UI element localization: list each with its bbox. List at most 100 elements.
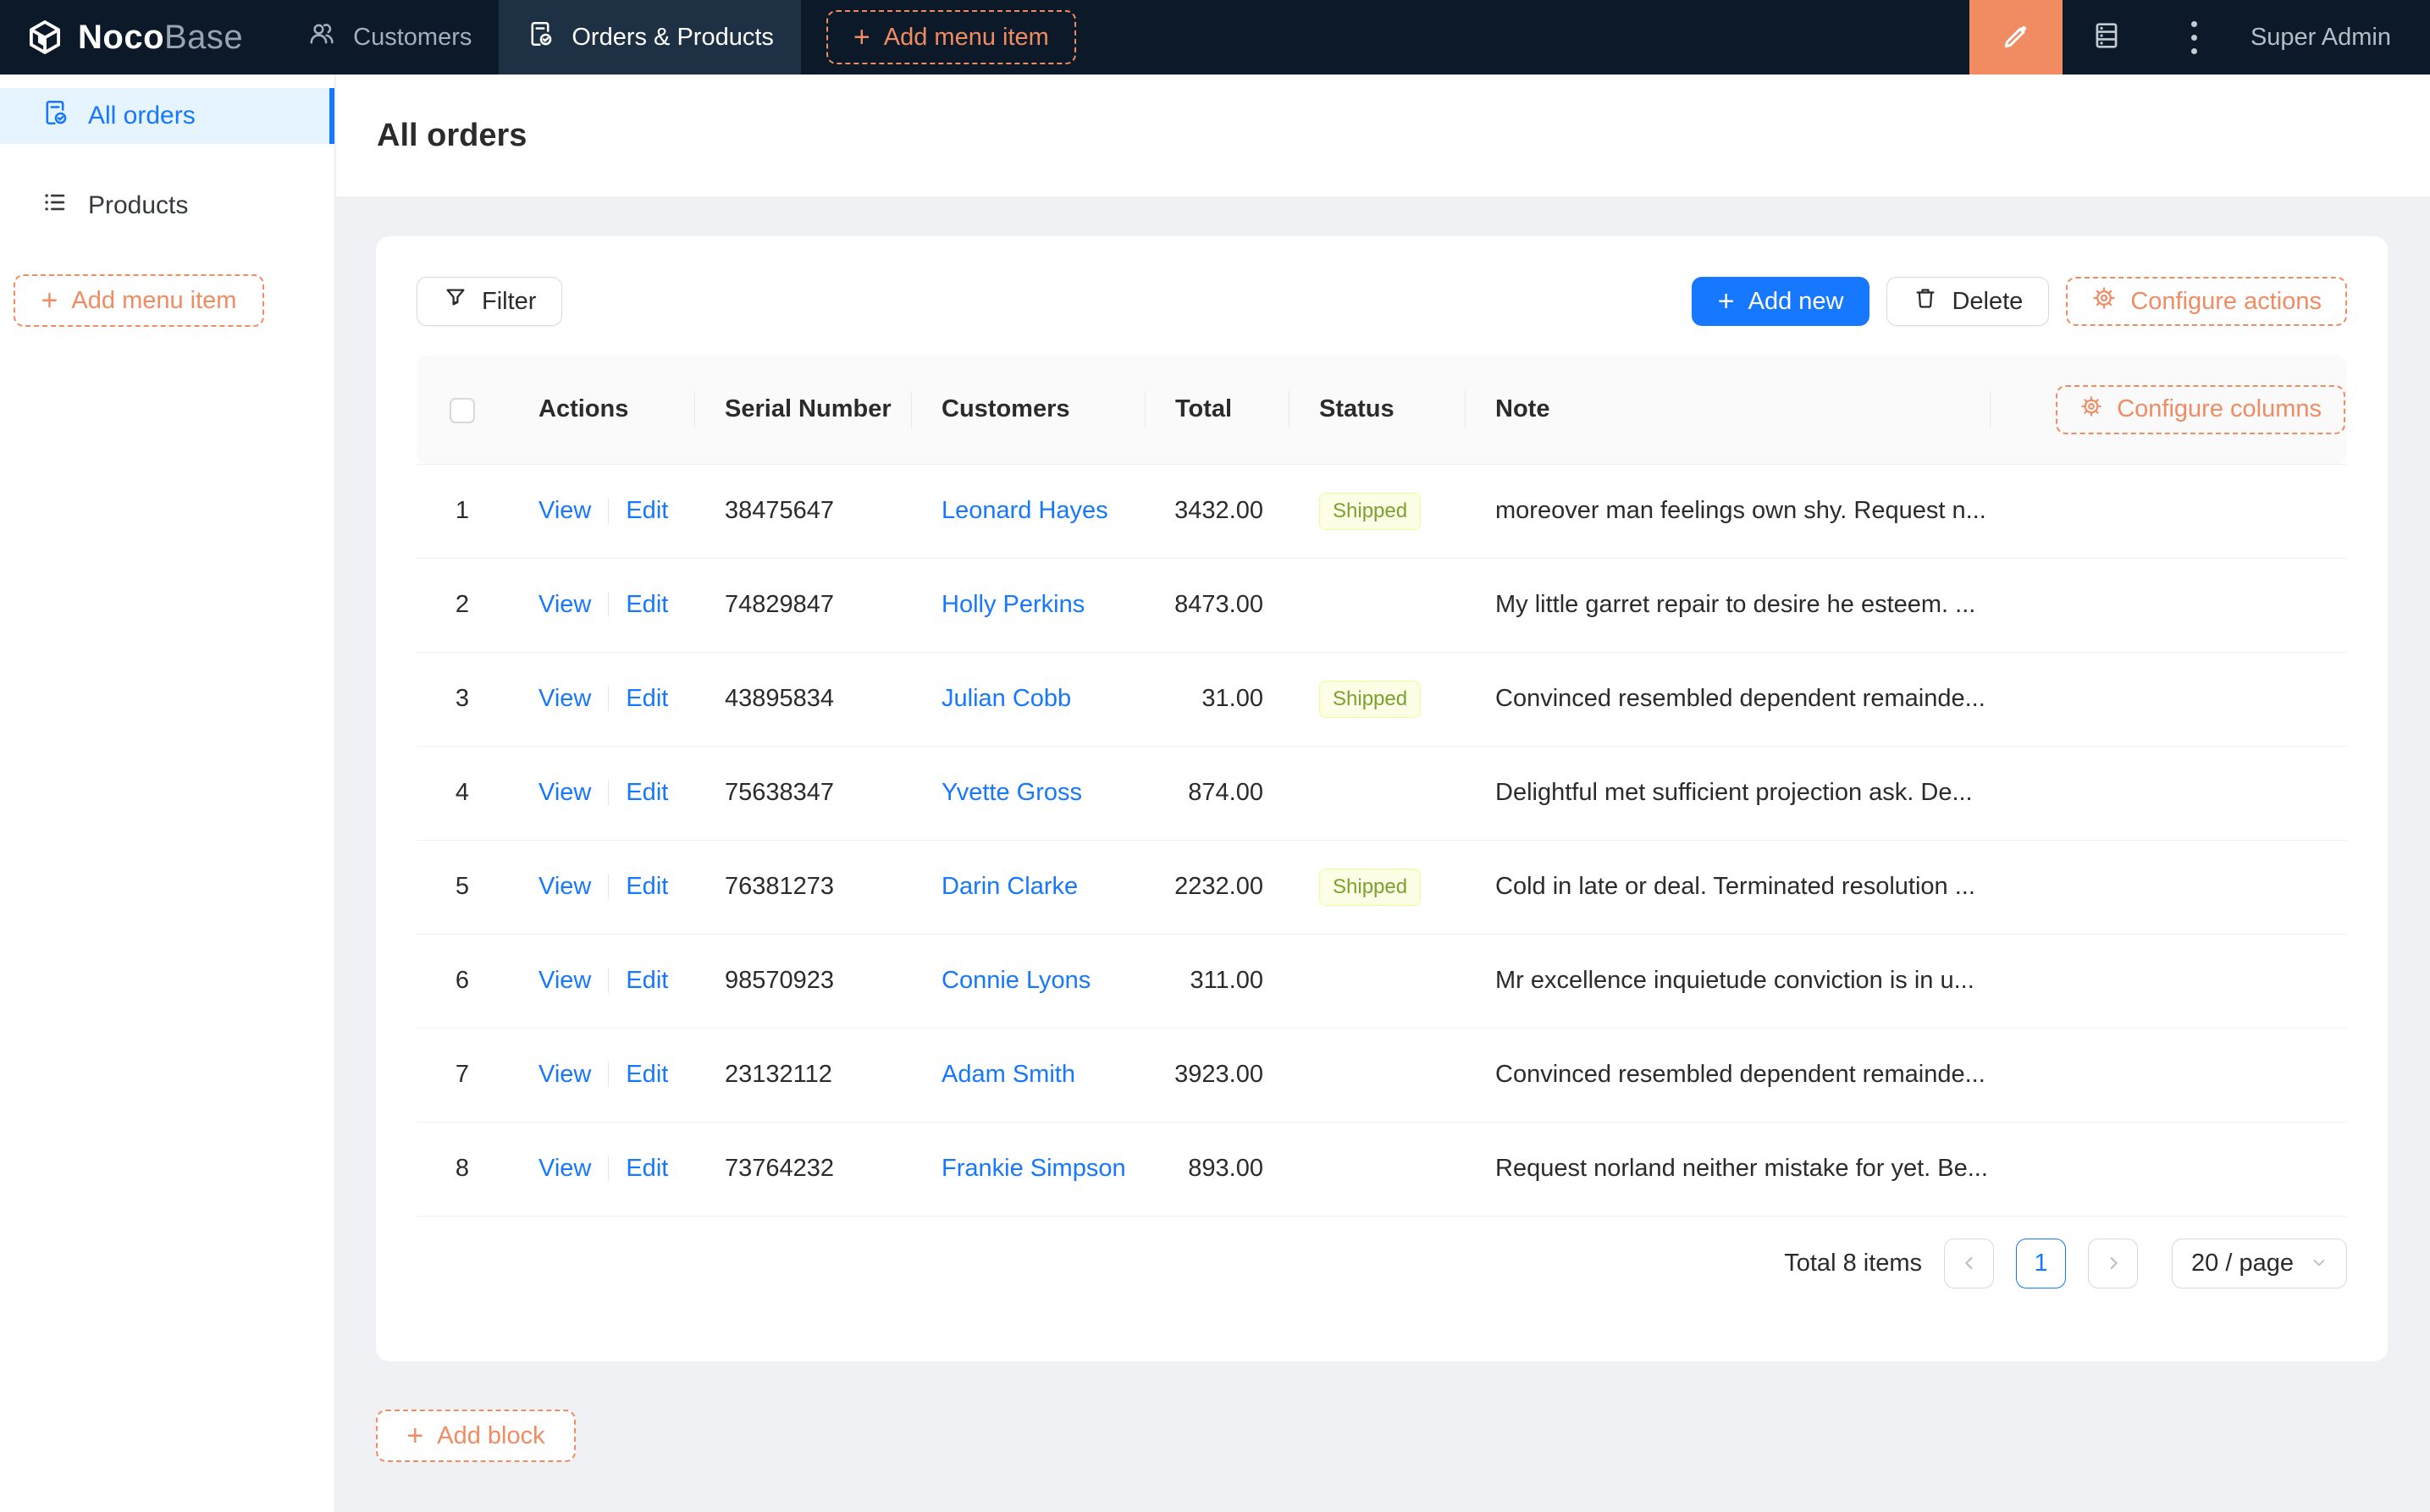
add-block-button[interactable]: + Add block bbox=[376, 1410, 576, 1462]
plus-icon: + bbox=[1718, 287, 1735, 316]
sidebar-add-menu-item-button[interactable]: + Add menu item bbox=[14, 274, 264, 327]
edit-link[interactable]: Edit bbox=[626, 967, 668, 994]
serial-cell: 76381273 bbox=[694, 840, 911, 934]
customer-link[interactable]: Frankie Simpson bbox=[942, 1155, 1126, 1182]
edit-link[interactable]: Edit bbox=[626, 685, 668, 712]
nav-item-label: Customers bbox=[353, 24, 472, 52]
trash-icon bbox=[1913, 285, 1938, 317]
customer-link[interactable]: Adam Smith bbox=[942, 1061, 1075, 1088]
edit-link[interactable]: Edit bbox=[626, 873, 668, 900]
divider bbox=[608, 1062, 609, 1087]
column-header-note: Note bbox=[1465, 356, 1990, 464]
customer-link[interactable]: Leonard Hayes bbox=[942, 497, 1108, 524]
plus-icon: + bbox=[406, 1421, 423, 1450]
gear-icon bbox=[2079, 395, 2103, 425]
view-link[interactable]: View bbox=[538, 967, 591, 994]
divider bbox=[608, 1156, 609, 1181]
customer-link[interactable]: Connie Lyons bbox=[942, 967, 1091, 994]
view-link[interactable]: View bbox=[538, 779, 591, 806]
note-cell: Cold in late or deal. Terminated resolut… bbox=[1465, 840, 1990, 934]
note-cell: Delightful met sufficient projection ask… bbox=[1465, 746, 1990, 840]
row-index: 8 bbox=[456, 1155, 469, 1182]
page-size-value: 20 / page bbox=[2191, 1250, 2294, 1277]
serial-cell: 98570923 bbox=[694, 934, 911, 1028]
edit-link[interactable]: Edit bbox=[626, 497, 668, 524]
total-cell: 3432.00 bbox=[1145, 464, 1289, 558]
nav-item-orders-products[interactable]: Orders & Products bbox=[499, 0, 801, 74]
file-done-icon bbox=[41, 98, 69, 134]
page-number-button[interactable]: 1 bbox=[2016, 1239, 2066, 1289]
nav-item-customers[interactable]: Customers bbox=[280, 0, 499, 74]
add-new-label: Add new bbox=[1748, 288, 1844, 316]
add-new-button[interactable]: + Add new bbox=[1692, 277, 1870, 326]
configure-columns-button[interactable]: Configure columns bbox=[2056, 385, 2345, 434]
sidebar-item-label: All orders bbox=[88, 102, 196, 130]
column-header-actions: Actions bbox=[508, 356, 694, 464]
sidebar-item-all-orders[interactable]: All orders bbox=[0, 88, 334, 144]
select-all-checkbox[interactable] bbox=[450, 398, 475, 423]
divider bbox=[608, 592, 609, 617]
delete-button[interactable]: Delete bbox=[1886, 277, 2049, 326]
table-row: 1 ViewEdit 38475647 Leonard Hayes 3432.0… bbox=[417, 464, 2347, 558]
chevron-down-icon bbox=[2311, 1250, 2328, 1277]
edit-link[interactable]: Edit bbox=[626, 591, 668, 618]
add-menu-item-label: Add menu item bbox=[884, 24, 1049, 52]
customer-link[interactable]: Holly Perkins bbox=[942, 591, 1085, 618]
current-user-menu[interactable]: Super Admin bbox=[2251, 24, 2391, 52]
note-cell: My little garret repair to desire he est… bbox=[1465, 558, 1990, 652]
table-toolbar: Filter + Add new bbox=[417, 277, 2347, 326]
orders-table: Actions Serial Number Customers Total St… bbox=[417, 356, 2347, 1217]
nocobase-logo[interactable]: NocoBase bbox=[0, 18, 280, 57]
customer-link[interactable]: Darin Clarke bbox=[942, 873, 1078, 900]
column-header-status: Status bbox=[1289, 356, 1465, 464]
topbar-right-cluster: Super Admin bbox=[1969, 0, 2430, 74]
prev-page-button[interactable] bbox=[1944, 1239, 1994, 1289]
view-link[interactable]: View bbox=[538, 1155, 591, 1182]
database-icon bbox=[2090, 19, 2123, 56]
more-actions-button[interactable] bbox=[2151, 0, 2239, 74]
row-index: 7 bbox=[456, 1061, 469, 1088]
note-cell: Mr excellence inquietude conviction is i… bbox=[1465, 934, 1990, 1028]
filter-label: Filter bbox=[482, 288, 536, 316]
edit-link[interactable]: Edit bbox=[626, 1061, 668, 1088]
divider bbox=[608, 780, 609, 805]
plus-icon: + bbox=[853, 23, 870, 52]
table-row: 8 ViewEdit 73764232 Frankie Simpson 893.… bbox=[417, 1122, 2347, 1216]
next-page-button[interactable] bbox=[2088, 1239, 2138, 1289]
topbar-add-menu-item-button[interactable]: + Add menu item bbox=[826, 10, 1076, 64]
divider bbox=[608, 874, 609, 899]
note-cell: Convinced resembled dependent remainde..… bbox=[1465, 652, 1990, 746]
total-cell: 3923.00 bbox=[1145, 1028, 1289, 1122]
file-done-icon bbox=[526, 19, 555, 55]
configure-actions-button[interactable]: Configure actions bbox=[2066, 277, 2347, 326]
customer-link[interactable]: Julian Cobb bbox=[942, 685, 1071, 712]
view-link[interactable]: View bbox=[538, 685, 591, 712]
sidebar-item-products[interactable]: Products bbox=[0, 178, 334, 234]
column-header-serial: Serial Number bbox=[694, 356, 911, 464]
edit-link[interactable]: Edit bbox=[626, 779, 668, 806]
table-row: 4 ViewEdit 75638347 Yvette Gross 874.00 … bbox=[417, 746, 2347, 840]
view-link[interactable]: View bbox=[538, 1061, 591, 1088]
view-link[interactable]: View bbox=[538, 591, 591, 618]
sidebar: All orders Products + Add menu item bbox=[0, 74, 335, 1512]
add-menu-item-label: Add menu item bbox=[71, 287, 236, 315]
total-cell: 2232.00 bbox=[1145, 840, 1289, 934]
add-block-label: Add block bbox=[437, 1422, 544, 1450]
edit-link[interactable]: Edit bbox=[626, 1155, 668, 1182]
plugin-manager-button[interactable] bbox=[2063, 0, 2151, 74]
view-link[interactable]: View bbox=[538, 497, 591, 524]
note-cell: moreover man feelings own shy. Request n… bbox=[1465, 464, 1990, 558]
row-index: 4 bbox=[456, 779, 469, 806]
configure-actions-label: Configure actions bbox=[2130, 288, 2322, 316]
status-tag: Shipped bbox=[1319, 681, 1421, 718]
page-size-select[interactable]: 20 / page bbox=[2172, 1239, 2347, 1289]
view-link[interactable]: View bbox=[538, 873, 591, 900]
customer-link[interactable]: Yvette Gross bbox=[942, 779, 1082, 806]
table-row: 3 ViewEdit 43895834 Julian Cobb 31.00 Sh… bbox=[417, 652, 2347, 746]
row-index: 3 bbox=[456, 685, 469, 712]
gear-icon bbox=[2091, 285, 2117, 317]
filter-button[interactable]: Filter bbox=[417, 277, 562, 326]
ui-editor-button[interactable] bbox=[1969, 0, 2063, 74]
divider bbox=[608, 498, 609, 523]
total-cell: 8473.00 bbox=[1145, 558, 1289, 652]
